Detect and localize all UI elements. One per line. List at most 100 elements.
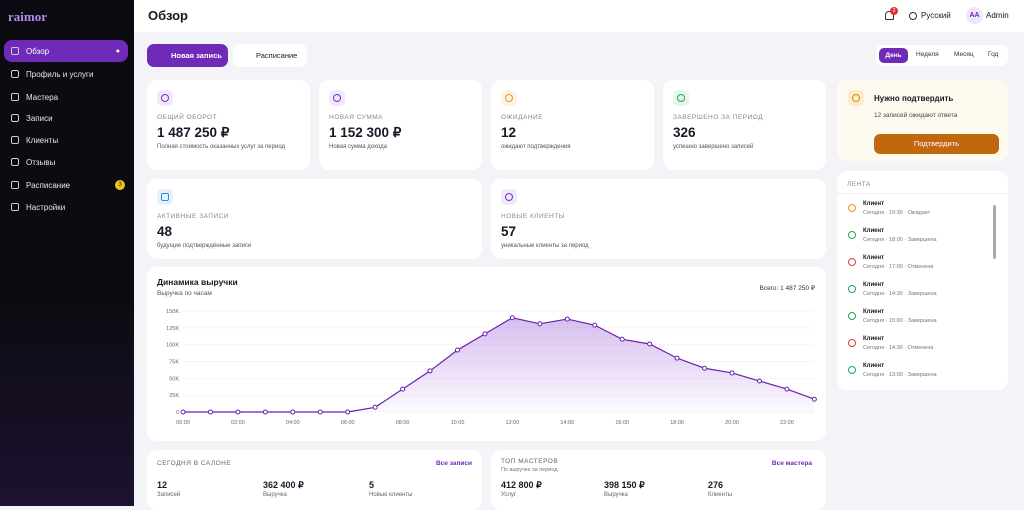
icon [501, 189, 517, 205]
page-title: Обзор [148, 8, 188, 23]
status-icon [848, 366, 856, 374]
feed-name: Клиент [863, 363, 885, 369]
y-tick-label: 75K [169, 360, 179, 366]
stat-desc: ожидают подтверждения [501, 144, 571, 150]
logo[interactable]: raimor [8, 9, 47, 24]
link[interactable]: Все мастера [771, 460, 812, 467]
line [183, 317, 815, 413]
feed-meta: Сегодня · 17:00 · Отменена [863, 264, 934, 270]
area [183, 317, 815, 412]
icon [848, 90, 864, 106]
stat-card: АКТИВНЫЕ ЗАПИСИ 48 будущие подтверждённые … [147, 179, 482, 259]
nav-item[interactable]: Настройки [4, 196, 128, 218]
stat-value: 1 152 300 ₽ [329, 125, 402, 140]
new-booking-button[interactable]: Новая запись [147, 44, 228, 67]
point [290, 409, 296, 415]
x-tick-label: 04:00 [286, 420, 300, 426]
bell[interactable] [885, 11, 894, 20]
icon [329, 90, 345, 106]
period-tab[interactable]: Месяц [954, 51, 974, 58]
feed-meta: Сегодня · 14:30 · Отменена [863, 345, 934, 351]
nav-label: Обзор [26, 46, 50, 56]
point [564, 316, 570, 322]
point [647, 341, 653, 347]
nav-item[interactable]: Профиль и услуги [4, 63, 128, 85]
icon [157, 189, 173, 205]
metric-value: 276 [708, 480, 724, 490]
nav-item[interactable]: Записи [4, 107, 128, 129]
card-title: ТОП МАСТЕРОВ [501, 458, 559, 465]
metric-value: 5 [369, 480, 375, 490]
stat-desc: будущие подтверждённые записи [157, 243, 252, 249]
link[interactable]: Все записи [435, 460, 472, 467]
nav-item[interactable]: Обзор ● [4, 40, 128, 62]
feed-meta: Сегодня · 15:00 · Завершена [863, 318, 937, 324]
feed-name: Клиент [863, 201, 885, 207]
stat-card: ОБЩИЙ ОБОРОТ 1 487 250 ₽ Полная стоимость … [147, 80, 310, 170]
top-masters-card: ТОП МАСТЕРОВ По выручке за период Все ма… [491, 450, 826, 510]
stat-label: НОВАЯ СУММА [329, 114, 383, 121]
feed-name: Клиент [863, 309, 885, 315]
notification-badge: 3 [890, 7, 898, 15]
point [784, 386, 790, 392]
nav-item[interactable]: Клиенты [4, 129, 128, 151]
nav-item[interactable]: Расписание 3 [4, 174, 128, 196]
feed-meta: Сегодня · 18:00 · Завершена [863, 237, 937, 243]
stat-desc: уникальные клиенты за период [501, 243, 589, 249]
point [372, 404, 378, 410]
metric-label: Новые клиенты [369, 492, 413, 498]
status-icon [848, 231, 856, 239]
status-icon [848, 285, 856, 293]
nav-label: Отзывы [26, 157, 56, 167]
period-tab[interactable]: Неделя [916, 51, 939, 58]
point [537, 321, 543, 327]
schedule-button[interactable]: Расписание [233, 44, 307, 67]
metric-value: 362 400 ₽ [263, 480, 304, 490]
nav-item[interactable]: Мастера [4, 86, 128, 108]
status-icon [848, 204, 856, 212]
feed-name: Клиент [863, 228, 885, 234]
point [811, 396, 817, 402]
confirm-button[interactable]: Подтвердить [874, 134, 999, 154]
point [455, 347, 460, 353]
confirm-title: Нужно подтвердить [874, 94, 954, 103]
language[interactable]: Русский [921, 11, 951, 20]
status-icon [848, 312, 856, 320]
confirm-text: 12 записей ожидают ответа [874, 112, 958, 119]
point [345, 409, 351, 415]
period-tab[interactable]: Год [988, 51, 999, 58]
metric-label: Выручка [263, 492, 287, 498]
x-tick-label: 20:00 [725, 420, 739, 426]
icon [501, 90, 517, 106]
y-tick-label: 0 [176, 410, 179, 416]
scrollbar[interactable] [993, 205, 996, 259]
stat-desc: Новая сумма дохода [329, 144, 387, 150]
status-icon [848, 258, 856, 266]
stat-card: ОЖИДАНИЕ 12 ожидают подтверждения [491, 80, 654, 170]
stat-label: ОБЩИЙ ОБОРОТ [157, 114, 218, 121]
period-tabs: День Неделя Месяц Год [876, 45, 1008, 66]
card-title: СЕГОДНЯ В САЛОНЕ [157, 460, 232, 467]
nav-item[interactable]: Отзывы [4, 151, 128, 173]
button-label: Расписание [256, 51, 298, 60]
badge: 3 [115, 180, 125, 190]
period-tab[interactable]: День [879, 48, 908, 63]
feed-name: Клиент [863, 282, 885, 288]
point [619, 336, 625, 342]
avatar[interactable]: AA [966, 7, 983, 24]
point [207, 409, 213, 415]
point [262, 409, 268, 415]
globe [909, 12, 917, 20]
stat-value: 1 487 250 ₽ [157, 125, 230, 140]
nav-label: Настройки [26, 202, 66, 212]
confirm-card: Нужно подтвердить 12 записей ожидают отв… [837, 80, 1008, 161]
point [592, 322, 598, 328]
stat-label: АКТИВНЫЕ ЗАПИСИ [157, 213, 230, 220]
point [702, 365, 708, 371]
point [400, 386, 406, 392]
status-icon [848, 339, 856, 347]
y-tick-label: 100K [166, 343, 179, 349]
chart-total: Всего: 1 487 250 ₽ [759, 284, 815, 292]
feed-meta: Сегодня · 19:30 · Ожидает [863, 210, 931, 216]
stat-card: НОВАЯ СУММА 1 152 300 ₽ Новая сумма дохода [319, 80, 482, 170]
